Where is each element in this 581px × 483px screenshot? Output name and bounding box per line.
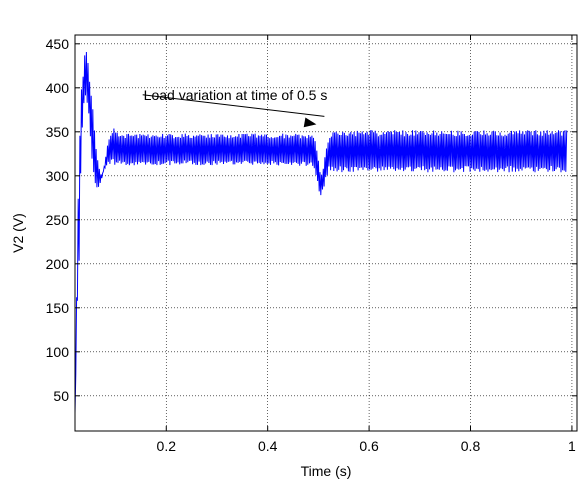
y-tick-label: 350	[46, 124, 70, 140]
y-tick-label: 150	[46, 300, 70, 316]
x-axis-label: Time (s)	[301, 463, 352, 479]
y-tick-label: 50	[53, 388, 69, 404]
grid	[75, 35, 577, 431]
annotation-text: Load variation at time of 0.5 s	[144, 87, 328, 103]
annotation: Load variation at time of 0.5 s	[142, 87, 328, 128]
y-tick-label: 400	[46, 80, 70, 96]
annotation-arrow-line	[142, 94, 325, 117]
y-tick-label: 300	[46, 168, 70, 184]
y-tick-label: 450	[46, 36, 70, 52]
annotation-arrow-head	[303, 117, 317, 128]
plot-area	[75, 35, 577, 431]
voltage-line	[74, 51, 568, 414]
signal-series	[74, 51, 568, 414]
y-tick-label: 100	[46, 344, 70, 360]
y-tick-label: 250	[46, 212, 70, 228]
y-axis-label: V2 (V)	[10, 213, 26, 253]
x-tick-label: 0.2	[157, 438, 177, 454]
plot-frame	[74, 34, 578, 432]
x-tick-label: 0.6	[359, 438, 379, 454]
x-tick-label: 0.8	[461, 438, 481, 454]
x-tick-label: 0.4	[258, 438, 278, 454]
x-tick-label: 1	[568, 438, 576, 454]
y-tick-label: 200	[46, 256, 70, 272]
